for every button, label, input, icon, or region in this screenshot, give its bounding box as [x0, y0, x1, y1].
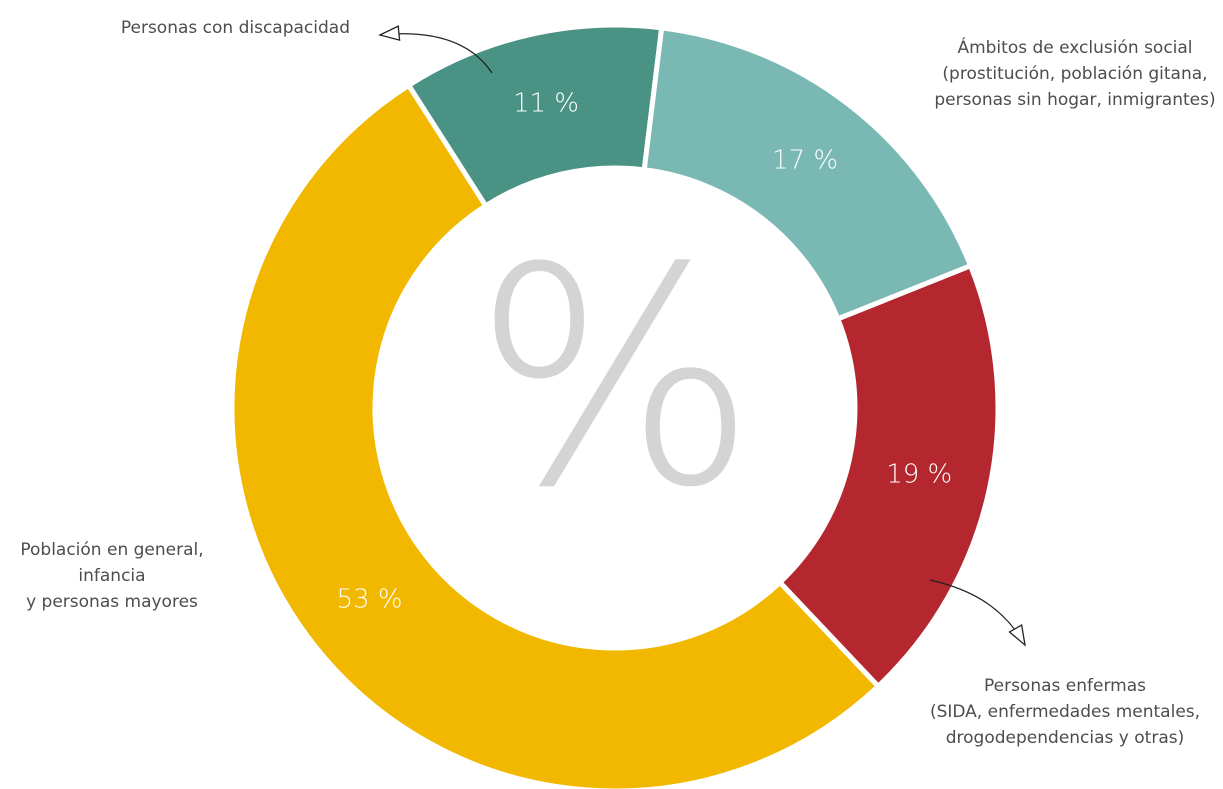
value-label: 19 % — [886, 459, 952, 489]
category-label: Población en general, — [20, 540, 203, 560]
arrow — [378, 25, 493, 74]
category-label: Ámbitos de exclusión social — [957, 36, 1192, 58]
donut-segment — [776, 262, 1001, 690]
donut-segment — [229, 81, 882, 789]
category-label: y personas mayores — [26, 592, 198, 612]
donut: 11 % Personas con discapacidad 17 % Ámbitos… — [20, 18, 1216, 789]
center-symbol: % — [472, 204, 757, 553]
category-label: Personas con discapacidad — [121, 18, 350, 38]
category-label: drogodependencias y otras) — [946, 728, 1184, 748]
category-label: personas sin hogar, inmigrantes) — [934, 90, 1215, 110]
donut-segment — [641, 25, 974, 323]
category-label: infancia — [78, 566, 145, 586]
value-label: 53 % — [337, 584, 403, 614]
arrow — [929, 579, 1026, 647]
value-label: 11 % — [513, 89, 579, 119]
value-label: 17 % — [772, 146, 838, 176]
category-label: (prostitución, población gitana, — [942, 64, 1207, 84]
category-label: Personas enfermas — [984, 676, 1146, 696]
category-label: (SIDA, enfermedades mentales, — [930, 702, 1200, 722]
